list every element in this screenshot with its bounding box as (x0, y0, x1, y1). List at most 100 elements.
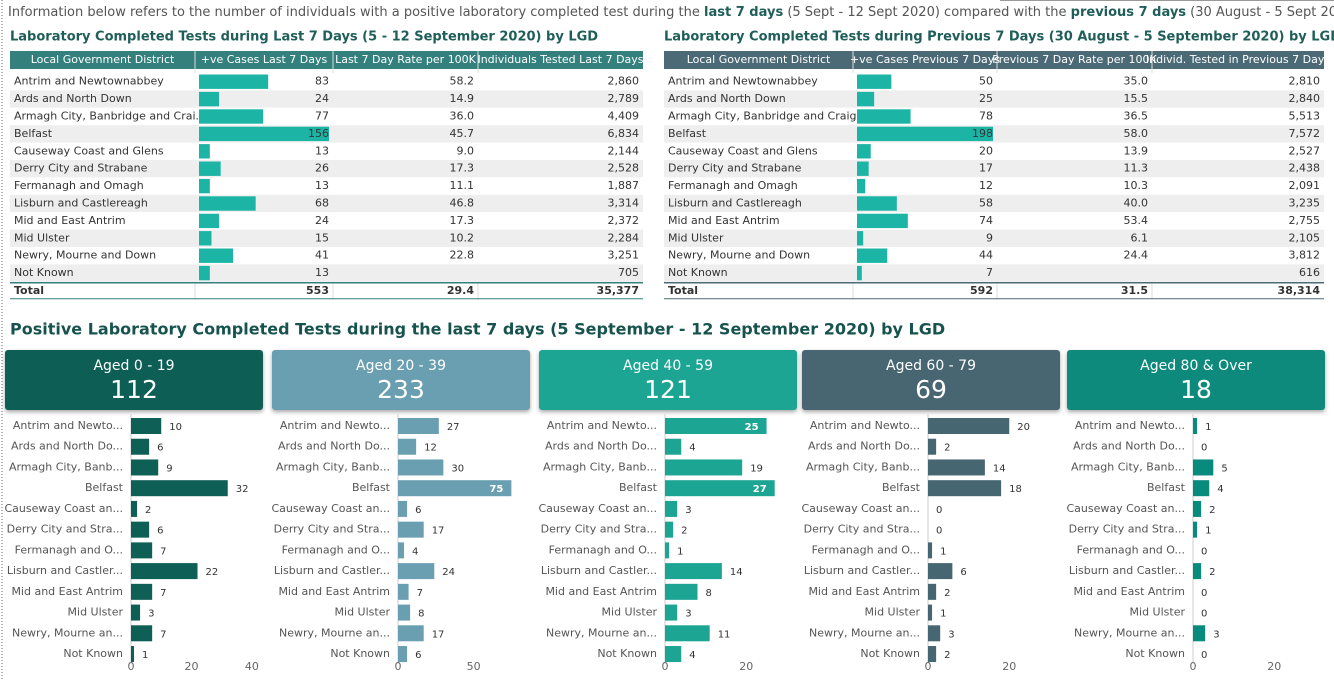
table-row (664, 212, 1324, 230)
category-label: Fermanagh and O... (15, 543, 123, 556)
category-label: Fermanagh and O... (282, 543, 390, 556)
value-label: 4 (689, 443, 695, 454)
data-bar (857, 231, 864, 246)
age-card (539, 350, 797, 410)
bar (1193, 480, 1210, 497)
rate-cell: 10.2 (450, 231, 475, 244)
rate-cell: 24.4 (1124, 249, 1149, 262)
value-label: 0 (1201, 609, 1207, 620)
category-label: Lisburn and Castler... (804, 564, 920, 577)
tested-cell: 2,284 (608, 231, 640, 244)
rate-cell: 17.3 (450, 162, 475, 175)
tested-cell: 3,235 (1289, 197, 1321, 210)
column-header: +ve Cases Previous 7 Days (850, 53, 1000, 66)
value-label: 30 (451, 463, 464, 474)
total-cell: Total (14, 284, 44, 297)
total-cell: Total (668, 284, 698, 297)
category-label: Antrim and Newto... (810, 419, 920, 432)
cases-cell: 15 (315, 231, 329, 244)
value-label: 10 (169, 422, 182, 433)
bar (665, 480, 775, 497)
age-card (272, 350, 530, 410)
rate-cell: 11.1 (450, 179, 475, 192)
x-tick-label: 20 (1002, 660, 1016, 673)
bar (398, 646, 408, 663)
x-tick-label: 0 (925, 660, 932, 673)
bar (928, 418, 1010, 434)
column-header: +ve Cases Last 7 Days (201, 53, 328, 66)
cases-cell: 58 (979, 197, 993, 210)
bar (131, 459, 159, 476)
value-label: 75 (489, 484, 503, 495)
rate-cell: 22.8 (450, 249, 475, 262)
category-label: Mid Ulster (865, 606, 921, 619)
value-label: 6 (415, 650, 421, 661)
district-cell: Derry City and Strabane (668, 162, 802, 175)
category-label: Mid Ulster (335, 606, 391, 619)
bar (398, 583, 409, 600)
category-label: Not Known (597, 647, 657, 660)
value-label: 1 (940, 546, 946, 557)
x-tick-label: 20 (184, 660, 198, 673)
tested-cell: 2,144 (608, 144, 640, 157)
value-label: 2 (1209, 567, 1215, 578)
category-label: Ards and North Do... (808, 440, 920, 453)
cases-cell: 78 (979, 110, 993, 123)
table-row (10, 264, 643, 282)
bar (928, 604, 933, 621)
value-label: 3 (148, 609, 154, 620)
category-label: Newry, Mourne an... (12, 626, 123, 639)
bar (398, 480, 512, 497)
data-bar (199, 196, 256, 211)
value-label: 6 (415, 505, 421, 516)
value-label: 1 (142, 650, 148, 661)
tested-cell: 705 (618, 266, 639, 279)
category-label: Mid and East Antrim (545, 585, 657, 598)
value-label: 0 (1201, 650, 1207, 661)
value-label: 1 (677, 546, 683, 557)
district-cell: Fermanagh and Omagh (14, 179, 144, 192)
category-label: Antrim and Newto... (280, 419, 390, 432)
value-label: 0 (1201, 443, 1207, 454)
bar (131, 583, 153, 600)
table-row (664, 160, 1324, 178)
cases-cell: 74 (979, 214, 993, 227)
data-bar (199, 213, 219, 229)
bar (665, 418, 767, 434)
tested-cell: 2,105 (1289, 231, 1321, 244)
data-bar (857, 178, 866, 194)
district-cell: Armagh City, Banbridge and Craig... (668, 110, 867, 123)
category-label: Fermanagh and O... (549, 543, 657, 556)
district-cell: Lisburn and Castlereagh (668, 197, 802, 210)
district-cell: Fermanagh and Omagh (668, 179, 798, 192)
table-title: Laboratory Completed Tests during Previo… (664, 30, 1334, 45)
table-row (10, 107, 643, 126)
value-label: 2 (145, 505, 151, 516)
category-label: Antrim and Newto... (13, 419, 123, 432)
bar (131, 646, 135, 663)
total-cell: 592 (970, 284, 993, 297)
tested-cell: 2,840 (1289, 92, 1321, 105)
rate-cell: 58.2 (450, 75, 475, 88)
category-label: Lisburn and Castler... (7, 564, 123, 577)
bar (398, 542, 405, 559)
bar (131, 438, 150, 455)
value-label: 7 (160, 588, 166, 599)
category-label: Lisburn and Castler... (541, 564, 657, 577)
bar (1193, 625, 1206, 642)
rate-cell: 11.3 (1124, 162, 1149, 175)
cases-cell: 13 (315, 144, 329, 157)
tested-cell: 2,860 (608, 75, 640, 88)
district-cell: Derry City and Strabane (14, 162, 148, 175)
value-label: 17 (432, 526, 445, 537)
district-cell: Mid and East Antrim (668, 214, 780, 227)
data-bar (199, 231, 212, 246)
value-label: 0 (1201, 588, 1207, 599)
tested-cell: 2,527 (1289, 144, 1321, 157)
category-label: Derry City and Stra... (541, 523, 657, 536)
intro-bold: last 7 days (704, 5, 783, 20)
rate-cell: 36.0 (450, 110, 475, 123)
district-cell: Lisburn and Castlereagh (14, 197, 148, 210)
value-label: 2 (944, 588, 950, 599)
age-label: Aged 0 - 19 (93, 358, 174, 374)
